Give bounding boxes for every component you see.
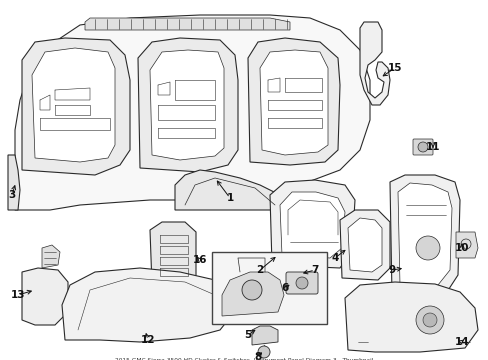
Circle shape [242, 280, 262, 300]
Text: 9: 9 [387, 265, 395, 275]
Text: 10: 10 [454, 243, 468, 253]
Circle shape [258, 346, 269, 358]
Polygon shape [345, 282, 477, 352]
Polygon shape [222, 272, 284, 316]
Polygon shape [150, 222, 196, 287]
Text: 1: 1 [226, 193, 233, 203]
Polygon shape [42, 245, 60, 268]
Polygon shape [397, 183, 451, 285]
Polygon shape [8, 155, 20, 210]
Polygon shape [347, 218, 381, 272]
Circle shape [295, 277, 307, 289]
Polygon shape [339, 210, 389, 280]
Text: 8: 8 [254, 352, 261, 360]
Polygon shape [280, 192, 345, 258]
Polygon shape [22, 38, 130, 175]
Polygon shape [62, 268, 231, 342]
Polygon shape [22, 268, 68, 325]
Text: 6: 6 [281, 283, 288, 293]
Text: 5: 5 [244, 330, 251, 340]
Polygon shape [85, 18, 289, 30]
Polygon shape [251, 326, 278, 345]
Text: 2: 2 [256, 265, 263, 275]
Polygon shape [260, 50, 327, 155]
Text: 4: 4 [331, 253, 338, 263]
Polygon shape [359, 22, 389, 105]
Text: 7: 7 [311, 265, 318, 275]
Text: 13: 13 [11, 290, 25, 300]
FancyBboxPatch shape [412, 139, 432, 155]
Polygon shape [150, 50, 224, 160]
Text: 16: 16 [192, 255, 207, 265]
Polygon shape [175, 170, 285, 210]
Text: 3: 3 [8, 190, 16, 200]
Polygon shape [32, 48, 115, 162]
Bar [212, 252, 326, 324]
Circle shape [417, 142, 427, 152]
Polygon shape [247, 38, 339, 165]
Polygon shape [269, 180, 354, 268]
Text: 11: 11 [425, 142, 439, 152]
Text: 14: 14 [454, 337, 468, 347]
Polygon shape [455, 232, 477, 258]
Circle shape [415, 306, 443, 334]
Circle shape [422, 313, 436, 327]
Circle shape [415, 236, 439, 260]
Text: 12: 12 [141, 335, 155, 345]
Polygon shape [138, 38, 238, 172]
Polygon shape [389, 175, 459, 295]
Text: 2015 GMC Sierra 3500 HD Cluster & Switches, Instrument Panel Diagram 3 - Thumbna: 2015 GMC Sierra 3500 HD Cluster & Switch… [115, 358, 372, 360]
FancyBboxPatch shape [285, 272, 317, 294]
Polygon shape [15, 15, 369, 210]
Text: 15: 15 [387, 63, 402, 73]
